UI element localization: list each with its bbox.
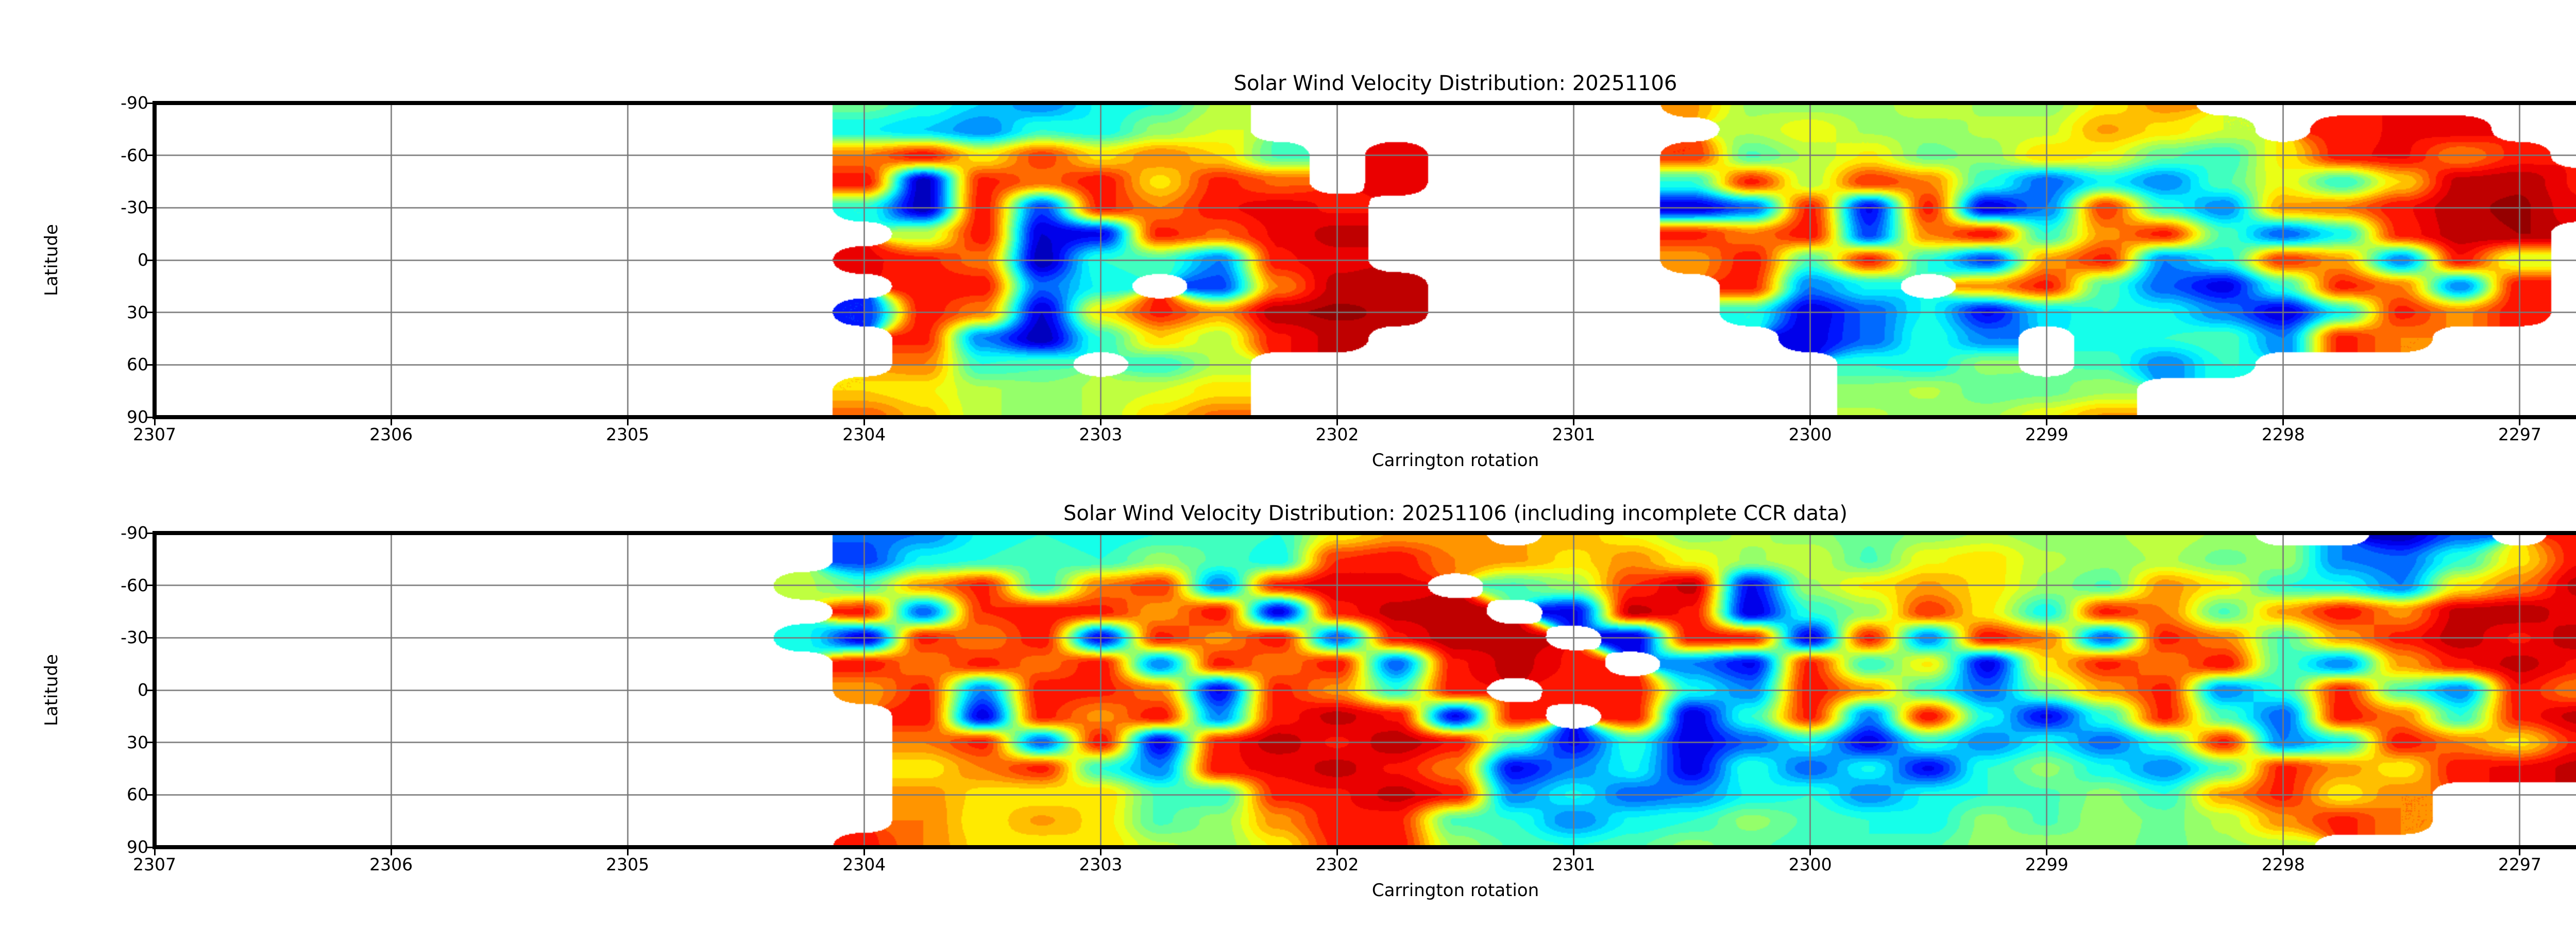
x-tick-label: 2303 (1079, 424, 1123, 444)
y-tick-label: 30 (127, 302, 148, 322)
gridline-horizontal (155, 154, 2576, 157)
gridline-horizontal (155, 794, 2576, 796)
x-tick-mark (390, 417, 392, 425)
y-tick-mark (146, 102, 155, 104)
x-tick-mark (2046, 417, 2048, 425)
x-tick-mark (1336, 847, 1338, 855)
x-tick-mark (1573, 417, 1575, 425)
x-tick-mark (2282, 417, 2284, 425)
x-tick-label: 2302 (1315, 854, 1359, 874)
x-tick-mark (1809, 417, 1811, 425)
x-tick-label: 2304 (842, 854, 886, 874)
y-tick-label: 30 (127, 732, 148, 752)
x-tick-label: 2304 (842, 424, 886, 444)
y-tick-label: -30 (121, 197, 148, 218)
y-tick-label: -90 (121, 523, 148, 543)
y-tick-label: -30 (121, 627, 148, 648)
y-tick-mark (146, 689, 155, 691)
gridline-horizontal (155, 364, 2576, 366)
panel1-axes-frame (152, 101, 2576, 419)
x-tick-mark (390, 847, 392, 855)
y-tick-label: -60 (121, 145, 148, 165)
x-tick-mark (1573, 847, 1575, 855)
y-tick-label: 60 (127, 784, 148, 805)
y-tick-mark (146, 637, 155, 639)
x-tick-label: 2297 (2498, 424, 2541, 444)
x-tick-label: 2306 (369, 424, 413, 444)
y-tick-mark (146, 154, 155, 157)
x-tick-label: 2299 (2025, 854, 2069, 874)
panel2-y-axis-label: Latitude (41, 654, 62, 726)
x-tick-mark (2046, 847, 2048, 855)
gridline-horizontal (155, 207, 2576, 209)
panel2-title: Solar Wind Velocity Distribution: 202511… (1063, 502, 1848, 525)
y-tick-label: -90 (121, 93, 148, 113)
gridline-horizontal (155, 312, 2576, 314)
x-tick-label: 2305 (606, 854, 650, 874)
x-tick-label: 2300 (1788, 424, 1832, 444)
y-tick-mark (146, 416, 155, 418)
x-tick-mark (1099, 417, 1101, 425)
gridline-horizontal (155, 689, 2576, 691)
y-tick-mark (146, 259, 155, 261)
y-tick-label: -60 (121, 575, 148, 595)
x-tick-label: 2298 (2261, 854, 2305, 874)
x-tick-mark (2519, 417, 2521, 425)
y-tick-mark (146, 846, 155, 848)
panel1-title: Solar Wind Velocity Distribution: 202511… (1233, 72, 1677, 95)
x-tick-mark (1099, 847, 1101, 855)
y-tick-label: 0 (138, 680, 148, 700)
gridline-horizontal (155, 742, 2576, 744)
x-tick-mark (154, 847, 156, 855)
y-tick-mark (146, 364, 155, 366)
x-tick-mark (154, 417, 156, 425)
gridline-horizontal (155, 259, 2576, 261)
y-tick-mark (146, 312, 155, 314)
x-tick-mark (1809, 847, 1811, 855)
y-tick-mark (146, 207, 155, 209)
panel2-axes-frame (152, 531, 2576, 849)
y-tick-label: 90 (127, 407, 148, 427)
gridline-horizontal (155, 637, 2576, 639)
x-tick-label: 2298 (2261, 424, 2305, 444)
x-tick-label: 2299 (2025, 424, 2069, 444)
x-tick-mark (863, 417, 865, 425)
panel1-y-axis-label: Latitude (41, 224, 62, 296)
y-tick-mark (146, 585, 155, 587)
x-tick-label: 2307 (133, 854, 176, 874)
x-tick-mark (1336, 417, 1338, 425)
x-tick-mark (2282, 847, 2284, 855)
gridline-horizontal (155, 585, 2576, 587)
y-tick-label: 60 (127, 354, 148, 375)
x-tick-label: 2301 (1552, 854, 1596, 874)
x-tick-mark (626, 847, 629, 855)
x-tick-label: 2297 (2498, 854, 2541, 874)
x-tick-label: 2306 (369, 854, 413, 874)
y-tick-mark (146, 794, 155, 796)
x-tick-mark (2519, 847, 2521, 855)
x-tick-label: 2300 (1788, 854, 1832, 874)
x-tick-label: 2301 (1552, 424, 1596, 444)
y-tick-mark (146, 532, 155, 534)
panel2-x-axis-label: Carrington rotation (1371, 880, 1539, 901)
panel1-x-axis-label: Carrington rotation (1371, 450, 1539, 471)
x-tick-mark (626, 417, 629, 425)
y-tick-label: 90 (127, 837, 148, 857)
x-tick-label: 2307 (133, 424, 176, 444)
y-tick-mark (146, 742, 155, 744)
y-tick-label: 0 (138, 250, 148, 270)
x-tick-label: 2302 (1315, 424, 1359, 444)
x-tick-mark (863, 847, 865, 855)
x-tick-label: 2305 (606, 424, 650, 444)
x-tick-label: 2303 (1079, 854, 1123, 874)
